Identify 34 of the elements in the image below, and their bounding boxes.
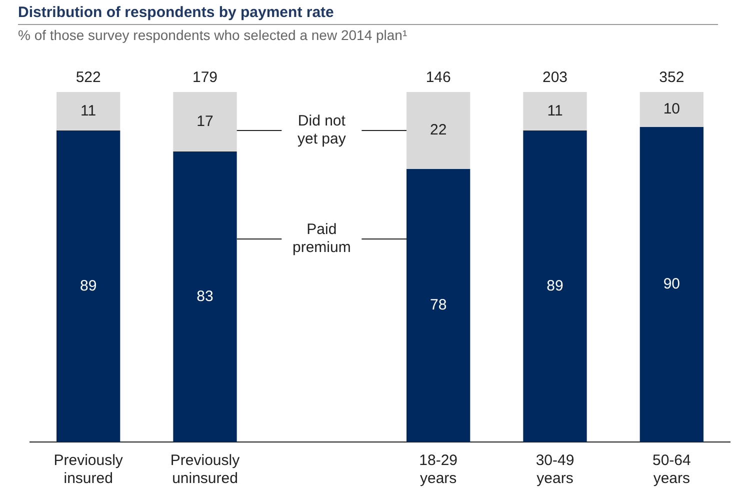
x-tick-label: Previously uninsured [170,452,240,488]
annotation: 146 [426,69,451,86]
bar [56,92,120,130]
text: Did not yet pay [297,112,346,148]
data-label: 89 [546,277,564,294]
annotation: 352 [659,69,684,86]
bar [173,152,237,442]
x-tick-label: 18-29 years [419,452,458,488]
data-label: 78 [430,296,447,314]
data-label: 83 [196,288,214,305]
bar [406,92,470,169]
text: Paid premium [292,221,351,256]
chart-subtitle: % of those survey respondents who selected a new 2014 plan¹ [18,24,718,43]
x-tick-label: 30-49 years [536,452,574,488]
data-label: 89 [80,277,97,294]
data-label: 22 [430,122,447,139]
bar [523,130,587,442]
chart-title: Distribution of respondents by payment rate [18,4,334,21]
bar [406,169,470,442]
x-tick-label: Previously insured [54,452,124,488]
bar [56,130,120,442]
data-label: 11 [80,102,96,120]
x-tick-label: 50-64 years [652,452,691,488]
annotation: 179 [192,69,218,86]
annotation: 522 [76,69,101,86]
annotation: 203 [542,69,568,86]
data-label: 10 [663,100,680,118]
data-label: 90 [663,276,680,293]
bar [523,92,587,130]
bar [640,127,704,442]
data-label: 17 [196,112,214,130]
data-label: 11 [547,102,563,120]
bar [640,92,704,127]
bar [173,92,237,152]
